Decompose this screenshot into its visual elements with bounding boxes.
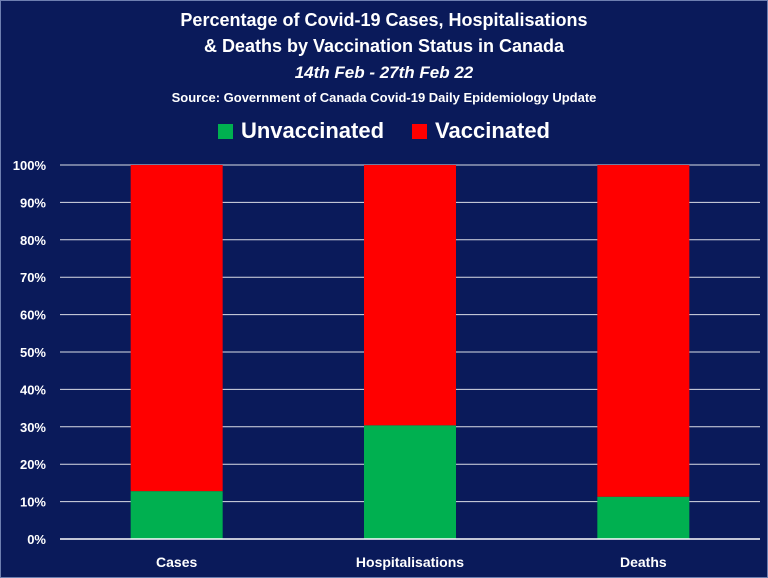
y-tick-label: 40% — [20, 382, 46, 397]
y-tick-label: 80% — [20, 233, 46, 248]
bar-unvaccinated-hospitalisations — [364, 425, 456, 539]
chart-source: Source: Government of Canada Covid-19 Da… — [171, 90, 597, 105]
chart-title-line-2: & Deaths by Vaccination Status in Canada — [203, 36, 565, 56]
y-tick-label: 30% — [20, 420, 46, 435]
bar-unvaccinated-cases — [130, 491, 223, 539]
chart-subtitle: 14th Feb - 27th Feb 22 — [294, 63, 474, 82]
legend-item-vaccinated: Vaccinated — [412, 118, 550, 144]
y-tick-label: 10% — [20, 495, 46, 510]
x-tick-label: Deaths — [620, 554, 667, 570]
legend-label-unvaccinated: Unvaccinated — [240, 118, 385, 143]
bar-vaccinated-cases — [130, 165, 223, 492]
bar-unvaccinated-deaths — [597, 496, 690, 539]
x-tick-label: Cases — [156, 554, 197, 570]
legend-swatch-unvaccinated — [217, 123, 233, 139]
bar-vaccinated-hospitalisations — [364, 165, 456, 426]
chart-title-line-1: Percentage of Covid-19 Cases, Hospitalis… — [180, 10, 588, 30]
x-tick-label: Hospitalisations — [356, 554, 464, 570]
y-tick-label: 20% — [20, 457, 46, 472]
legend-item-unvaccinated: Unvaccinated — [217, 118, 385, 144]
y-tick-label: 0% — [27, 532, 46, 547]
y-tick-label: 50% — [20, 345, 46, 360]
y-tick-label: 70% — [20, 270, 46, 285]
chart-legend: Unvaccinated Vaccinated — [0, 118, 768, 144]
y-tick-label: 90% — [20, 195, 46, 210]
legend-label-vaccinated: Vaccinated — [435, 118, 550, 143]
y-tick-label: 100% — [13, 158, 47, 173]
y-tick-label: 60% — [20, 308, 46, 323]
legend-swatch-vaccinated — [412, 123, 428, 139]
bar-vaccinated-deaths — [597, 165, 690, 497]
